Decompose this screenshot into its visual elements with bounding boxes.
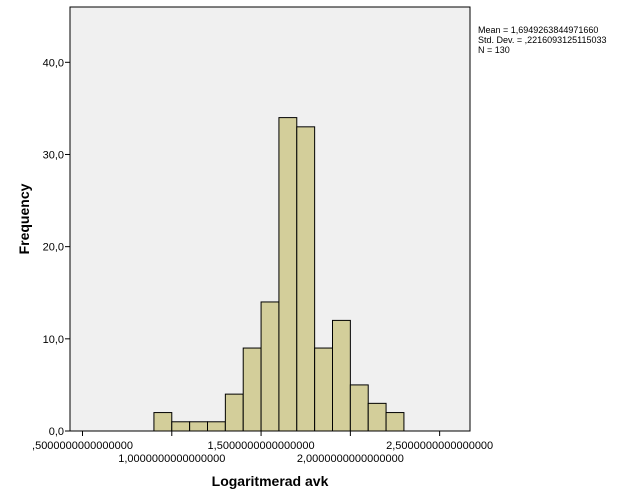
histogram-bar-13 xyxy=(385,412,405,432)
axes-group xyxy=(69,7,470,432)
y-tick-label-3: 30,0 xyxy=(43,149,64,161)
x-tick-label-1: 1,0000000000000000 xyxy=(118,453,225,465)
histogram-bar-5 xyxy=(242,347,262,432)
x-tick-label-4: 2,5000000000000000 xyxy=(386,440,493,452)
histogram-bar-7 xyxy=(278,117,298,432)
std-dev-stat: Std. Dev. = ,2216093125115033 xyxy=(478,35,607,45)
x-tick-label-3: 2,0000000000000000 xyxy=(297,453,404,465)
statistics-box: Mean = 1,6949263844971660 Std. Dev. = ,2… xyxy=(478,25,607,55)
y-ticks-group: 0,0 10,0 20,0 30,0 40,0 xyxy=(43,57,70,438)
y-tick-label-1: 10,0 xyxy=(43,334,64,346)
bars-group xyxy=(153,117,405,432)
y-tick-label-4: 40,0 xyxy=(43,57,64,69)
histogram-bar-2 xyxy=(189,421,208,432)
x-ticks-group: ,50000000000000001,00000000000000001,500… xyxy=(32,431,493,465)
mean-stat: Mean = 1,6949263844971660 xyxy=(478,25,599,35)
histogram-bar-3 xyxy=(207,421,226,432)
x-tick-label-2: 1,5000000000000000 xyxy=(208,440,315,452)
histogram-bar-12 xyxy=(367,402,387,432)
histogram-bar-11 xyxy=(349,384,369,432)
histogram-bar-0 xyxy=(153,412,173,432)
histogram-bar-4 xyxy=(224,393,244,432)
x-tick-label-0: ,5000000000000000 xyxy=(32,440,133,452)
histogram-bar-1 xyxy=(171,421,191,432)
histogram-bar-8 xyxy=(296,126,316,432)
histogram-bar-10 xyxy=(332,319,351,432)
x-axis-title: Logaritmerad avk xyxy=(212,473,329,489)
y-tick-label-0: 0,0 xyxy=(49,426,64,438)
histogram-bar-6 xyxy=(260,301,280,432)
y-tick-label-2: 20,0 xyxy=(43,242,64,254)
histogram-bar-9 xyxy=(314,347,333,432)
n-stat: N = 130 xyxy=(478,45,510,55)
y-axis-title: Frequency xyxy=(16,183,32,254)
